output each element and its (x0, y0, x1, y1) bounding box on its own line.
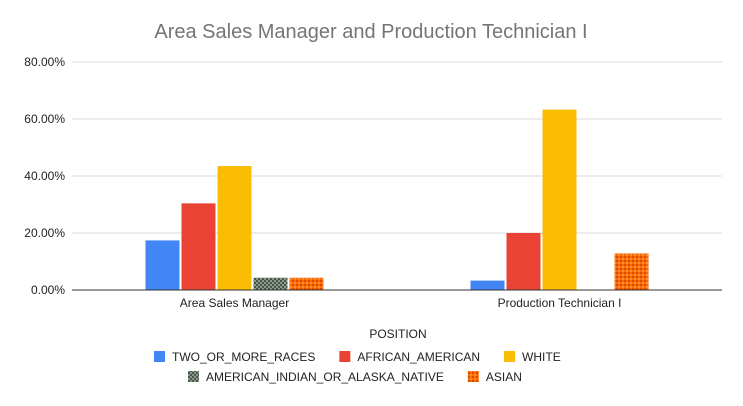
y-tick-label: 40.00% (24, 169, 65, 183)
y-tick-label: 0.00% (31, 283, 65, 297)
legend-item: ASIAN (467, 370, 522, 384)
legend-label: WHITE (522, 350, 561, 364)
bar-african-american (181, 203, 216, 290)
legend-swatch (154, 351, 165, 362)
bar-asian (289, 277, 324, 290)
legend-label: TWO_OR_MORE_RACES (172, 350, 315, 364)
legend-swatch (504, 351, 516, 362)
legend-item: WHITE (504, 350, 561, 364)
y-tick-label: 60.00% (24, 112, 65, 126)
legend-item: TWO_OR_MORE_RACES (154, 350, 315, 364)
y-tick-label: 80.00% (24, 55, 65, 69)
legend-item: AMERICAN_INDIAN_OR_ALASKA_NATIVE (188, 370, 444, 384)
legend: TWO_OR_MORE_RACES AFRICAN_AMERICAN WHITE AM… (154, 350, 561, 384)
bar-white (542, 109, 577, 290)
legend-swatch (339, 351, 351, 362)
legend-label: AMERICAN_INDIAN_OR_ALASKA_NATIVE (206, 370, 444, 384)
legend-swatch (467, 371, 479, 382)
bars (145, 109, 649, 290)
legend-item: AFRICAN_AMERICAN (339, 350, 480, 364)
bar-american-indian-or-alaska-native (253, 277, 288, 290)
bar-white (217, 166, 252, 290)
x-axis-category-labels: Area Sales Manager Production Technician … (180, 296, 622, 310)
legend-label: AFRICAN_AMERICAN (357, 350, 480, 364)
bar-asian (614, 253, 649, 290)
x-category-label: Production Technician I (498, 296, 622, 310)
bar-two-or-more-races (470, 280, 505, 290)
y-tick-label: 20.00% (24, 226, 65, 240)
bar-two-or-more-races (145, 240, 180, 290)
bar-african-american (506, 233, 541, 290)
legend-swatch (188, 371, 199, 382)
y-axis-tick-labels: 0.00% 20.00% 40.00% 60.00% 80.00% (24, 55, 65, 297)
x-category-label: Area Sales Manager (180, 296, 289, 310)
x-axis-title: POSITION (369, 327, 426, 341)
legend-label: ASIAN (486, 370, 522, 384)
gridlines (72, 61, 722, 234)
chart-title: Area Sales Manager and Production Techni… (154, 21, 587, 43)
